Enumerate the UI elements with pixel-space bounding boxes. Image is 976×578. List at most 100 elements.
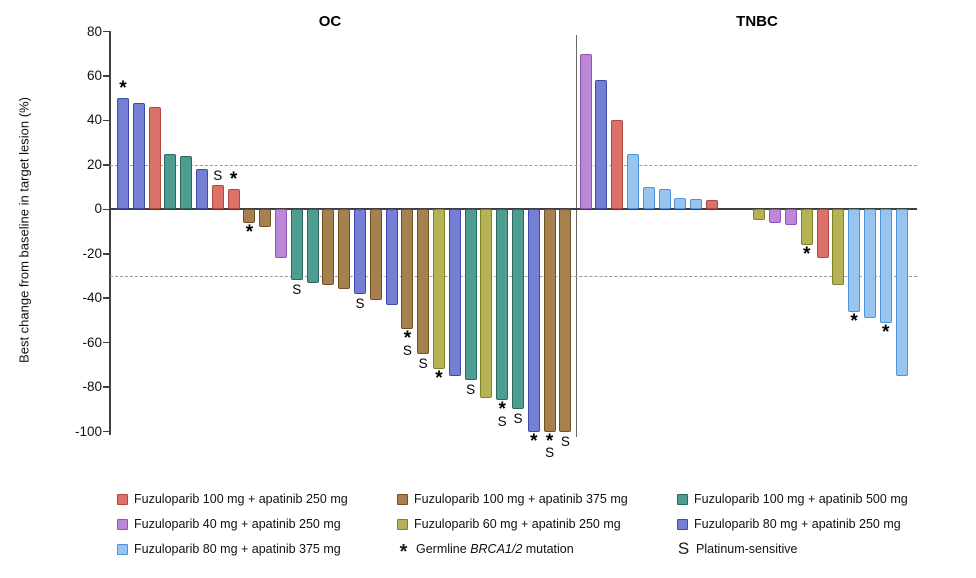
asterisk-symbol: * [399,541,408,563]
bar [800,209,813,245]
platinum-sensitive-mark: S [402,342,412,358]
legend-item: Fuzuloparib 100 mg + apatinib 375 mg [397,492,628,506]
bar [132,102,145,210]
legend-swatch-brown [397,493,408,505]
legend-label: Germline BRCA1/2 mutation [416,542,574,556]
panel-divider [575,35,578,437]
bar [275,209,287,259]
platinum-sensitive-mark: S [355,295,365,311]
platinum-sensitive-mark: S [418,355,428,371]
bar [417,209,430,354]
brca-mutation-mark: * [545,430,554,452]
platinum-sensitive-mark: S [466,382,476,398]
brca-mutation-mark: * [498,399,506,421]
bar [543,209,556,432]
legend-swatch-orchid [117,518,128,530]
reference-line [110,164,917,166]
y-tick-mark [103,164,110,166]
bar [306,209,319,283]
bar [433,209,445,370]
bar [164,153,177,210]
bar [863,209,876,319]
legend-label: Fuzuloparib 100 mg + apatinib 500 mg [694,492,908,506]
bar [512,209,524,410]
legend-item: Fuzuloparib 100 mg + apatinib 500 mg [677,492,908,506]
bar [338,209,351,290]
bar [705,200,718,210]
platinum-sensitive-mark: S [513,411,523,427]
brca-mutation-mark: * [435,368,443,390]
s-symbol: S [677,539,690,558]
y-tick-label: -80 [82,379,102,395]
legend-item: * Germline BRCA1/2 mutation [397,541,574,563]
bar [611,120,624,210]
bar [180,155,193,210]
y-tick-label: 80 [86,23,102,39]
y-tick-mark [103,386,110,388]
bar [527,209,540,432]
bar [243,209,256,223]
bar [559,209,572,432]
brca-mutation-mark: * [530,430,538,452]
bar [196,169,208,210]
bar [579,53,592,210]
bar [385,209,398,305]
bar [626,153,639,210]
bar [690,199,703,210]
bar [322,209,335,285]
bar [117,98,129,210]
brca-mutation-mark: * [881,321,890,343]
y-tick-mark [103,208,110,211]
y-tick-mark [103,252,110,255]
bar [848,209,861,312]
brca-mutation-mark: * [403,328,412,350]
y-tick-mark [103,30,110,33]
bar [496,209,509,401]
bar [832,209,845,285]
platinum-sensitive-mark: S [560,433,570,449]
brca-mutation-mark: * [229,169,238,191]
y-tick-mark [103,341,110,344]
legend-item: Fuzuloparib 40 mg + apatinib 250 mg [117,517,341,531]
legend-swatch-red [117,493,128,505]
panel-title-tnbc: TNBC [736,13,778,30]
bar [895,209,908,376]
bar [480,209,493,399]
brca-mutation-mark: * [245,221,254,243]
platinum-sensitive-mark: S [292,282,302,298]
legend-swatch-blueviolet [677,518,688,530]
bar [448,209,461,376]
bar [211,184,224,210]
y-tick-label: -40 [82,290,102,306]
bar [227,189,240,210]
bar [816,209,829,259]
bar [674,198,687,210]
legend-label: Platinum-sensitive [696,542,798,556]
legend-label: Fuzuloparib 100 mg + apatinib 250 mg [134,492,348,506]
y-tick-mark [103,430,110,433]
legend-swatch-teal [677,493,688,505]
legend-label: Fuzuloparib 40 mg + apatinib 250 mg [134,517,341,531]
bar [354,209,366,294]
legend-swatch-lightblue [117,543,128,555]
bar [879,209,892,323]
y-tick-label: -20 [82,245,102,261]
legend-item: Fuzuloparib 80 mg + apatinib 375 mg [117,542,341,556]
y-tick-label: 20 [86,156,102,172]
panel-title-oc: OC [318,13,342,30]
bar [464,209,477,381]
brca-mutation-mark: * [850,310,858,332]
platinum-sensitive-mark: S [213,167,223,183]
legend-label: Fuzuloparib 80 mg + apatinib 250 mg [694,517,901,531]
platinum-sensitive-mark: S [545,445,555,461]
legend-item: Fuzuloparib 100 mg + apatinib 250 mg [117,492,348,506]
bar [658,189,671,210]
bar [595,80,608,210]
legend-item: Fuzuloparib 80 mg + apatinib 250 mg [677,517,901,531]
y-tick-label: 60 [86,67,102,83]
y-axis-line [109,31,111,435]
brca-mutation-mark: * [119,78,127,100]
